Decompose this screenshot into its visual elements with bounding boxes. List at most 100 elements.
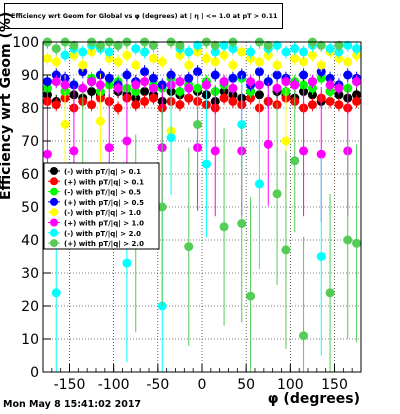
data-point (307, 77, 317, 87)
data-point (307, 100, 317, 110)
data-point (299, 331, 309, 341)
data-point (316, 252, 326, 261)
data-point (184, 73, 194, 83)
data-point (281, 245, 291, 255)
data-point (201, 159, 211, 169)
data-point (210, 40, 220, 50)
data-point (334, 100, 344, 110)
data-point (201, 54, 211, 63)
data-point (148, 83, 158, 93)
data-point (272, 83, 282, 93)
data-point (184, 242, 194, 252)
legend-box (43, 162, 160, 250)
data-point (237, 219, 247, 228)
legend-marker (50, 177, 58, 186)
data-point (42, 77, 52, 87)
y-tick-label: 30 (21, 266, 39, 282)
legend-marker (50, 197, 58, 206)
data-point (148, 54, 158, 63)
data-point (237, 47, 247, 57)
data-point (148, 40, 158, 50)
data-point (113, 40, 123, 50)
data-point (219, 93, 229, 103)
data-point (254, 90, 264, 100)
data-point (352, 238, 362, 248)
data-point (299, 70, 309, 80)
data-point (299, 57, 309, 67)
data-point (60, 80, 70, 90)
data-point (352, 77, 362, 87)
data-point (316, 149, 326, 159)
data-point (140, 77, 150, 87)
x-tick-label: 150 (321, 377, 348, 393)
data-point (254, 80, 264, 90)
legend-entry: (-) with pT/|q| > 0.1 (48, 167, 141, 177)
data-point (343, 40, 353, 50)
data-point (140, 87, 150, 96)
legend-marker (50, 218, 58, 227)
data-point (140, 96, 150, 106)
data-point (175, 100, 185, 110)
data-point (334, 40, 344, 50)
data-point (246, 291, 256, 301)
data-point (316, 40, 326, 50)
legend-label: (-) with pT/|q| > 2.0 (64, 230, 141, 239)
data-point (290, 44, 300, 54)
data-point (113, 83, 123, 93)
data-point (201, 80, 211, 90)
legend: (-) with pT/|q| > 0.1(+) with pT/|q| > 0… (43, 162, 160, 250)
data-point (272, 70, 282, 80)
data-point (175, 87, 185, 96)
legend-marker (50, 239, 58, 248)
data-point (254, 179, 264, 189)
data-point (281, 47, 291, 57)
timestamp-footer: Mon May 8 15:41:02 2017 (3, 399, 142, 410)
data-point (148, 93, 158, 103)
x-tick-label: -100 (98, 377, 130, 393)
legend-label: (+) with pT/|q| > 2.0 (64, 240, 144, 249)
y-tick-label: 50 (21, 200, 39, 216)
data-point (343, 235, 353, 245)
data-point (51, 77, 61, 87)
data-point (263, 77, 273, 87)
data-point (325, 288, 335, 298)
data-point (42, 54, 52, 63)
data-point (95, 80, 105, 90)
data-point (325, 44, 335, 54)
y-tick-label: 0 (30, 365, 39, 381)
data-point (140, 67, 150, 77)
data-point (272, 189, 282, 199)
data-point (219, 222, 229, 232)
data-point (290, 80, 300, 90)
data-point (166, 133, 176, 143)
data-point (272, 60, 282, 70)
data-point (104, 143, 114, 153)
y-tick-label: 70 (21, 134, 39, 150)
data-point (87, 77, 97, 87)
y-tick-label: 90 (21, 68, 39, 84)
data-point (307, 50, 317, 60)
legend-label: (+) with pT/|q| > 1.0 (64, 220, 144, 229)
data-point (184, 93, 194, 103)
x-tick-label: 100 (277, 377, 304, 393)
data-point (299, 47, 309, 57)
legend-marker (50, 187, 58, 196)
data-point (184, 83, 194, 93)
data-point (210, 70, 220, 80)
legend-entry: (+) with pT/|q| > 1.0 (48, 218, 144, 229)
legend-entry: (+) with pT/|q| > 0.1 (48, 177, 144, 187)
legend-label: (+) with pT/|q| > 0.1 (64, 178, 144, 187)
data-point (210, 57, 220, 67)
data-point (352, 44, 362, 54)
data-point (254, 67, 264, 77)
data-point (78, 83, 88, 93)
data-point (113, 57, 123, 67)
data-point (122, 136, 132, 146)
data-point (254, 57, 264, 67)
data-point (193, 40, 203, 50)
data-point (175, 40, 185, 50)
data-point (219, 50, 229, 60)
data-point (193, 67, 203, 77)
data-point (51, 57, 61, 67)
